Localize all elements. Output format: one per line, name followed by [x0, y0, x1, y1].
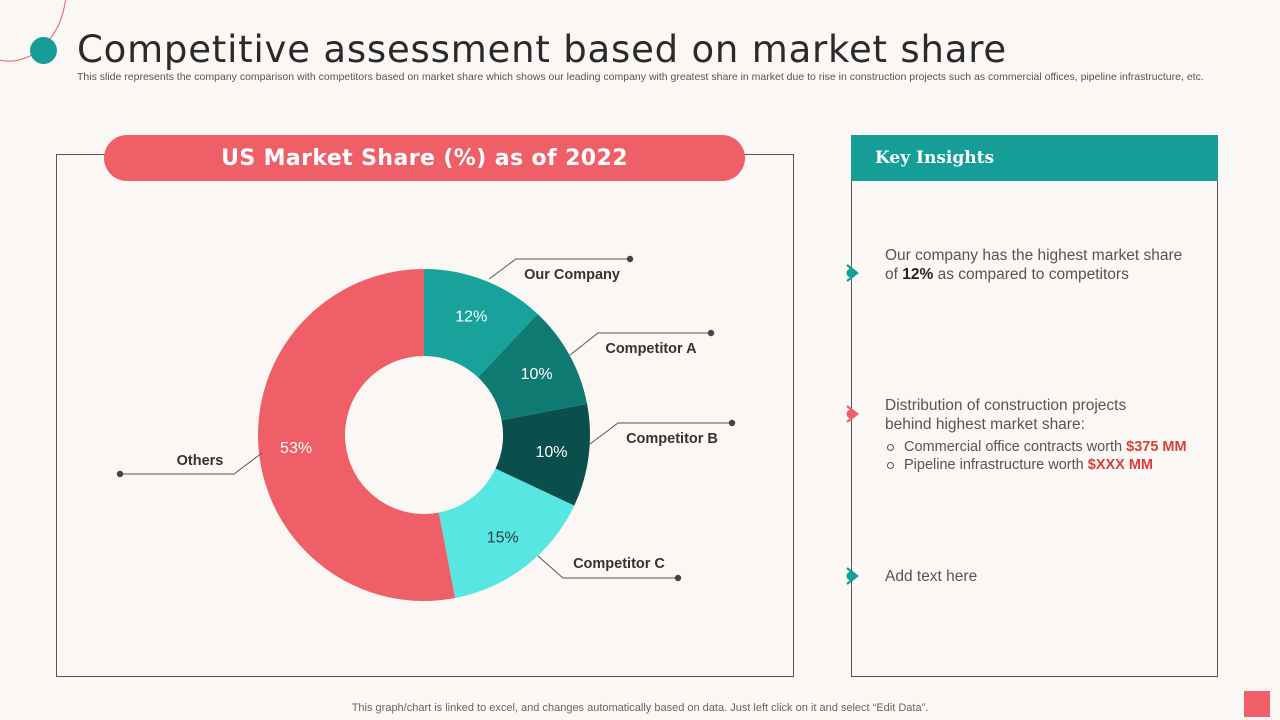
insight-marker-icon: [846, 567, 859, 585]
sub-item-value: $XXX MM: [1087, 457, 1154, 473]
donut-value-label: 53%: [280, 440, 312, 457]
leader-line: [589, 422, 732, 445]
leader-dot: [116, 470, 124, 478]
corner-accent: [1244, 691, 1270, 717]
key-insights-header: Key Insights: [851, 135, 1218, 181]
slide-title: Competitive assessment based on market s…: [77, 28, 1007, 71]
leader-dot: [674, 574, 682, 582]
leader-dot: [728, 419, 736, 427]
insight-item-1: Our company has the highest market share…: [885, 246, 1185, 284]
footer-note: This graph/chart is linked to excel, and…: [351, 702, 929, 714]
leader-line: [488, 258, 630, 280]
insight-2-text: Distribution of construction projects be…: [885, 397, 1127, 433]
leader-line: [120, 452, 263, 475]
list-item: Pipeline infrastructure worth $XXX MM: [885, 456, 1205, 474]
insight-1-text: Our company has the highest market share…: [885, 247, 1183, 283]
donut-slice-competitor-a: [478, 313, 588, 421]
category-label: Others: [177, 453, 224, 469]
donut-value-label: 10%: [521, 366, 553, 383]
slide-subtitle: This slide represents the company compar…: [77, 71, 1204, 83]
sub-item-text: Pipeline infrastructure worth: [904, 457, 1088, 473]
chart-title: US Market Share (%) as of 2022: [104, 135, 745, 181]
category-label: Competitor A: [605, 341, 697, 357]
insight-item-3: Add text here: [885, 568, 978, 585]
leader-dot: [626, 255, 634, 263]
insight-1-highlight: 12%: [902, 266, 934, 283]
insight-1-text-end: as compared to competitors: [933, 266, 1129, 283]
sub-item-value: $375 MM: [1126, 439, 1187, 455]
decorative-dot: [30, 37, 57, 64]
donut-slice-competitor-b: [495, 403, 590, 506]
donut-value-label: 10%: [535, 444, 567, 461]
donut-value-label: 15%: [487, 530, 519, 547]
donut-value-label: 12%: [455, 309, 487, 326]
sub-item-text: Commercial office contracts worth: [904, 439, 1127, 455]
insight-marker-icon: [846, 264, 859, 282]
category-label: Competitor B: [626, 431, 718, 447]
insight-2-sublist: Commercial office contracts worth $375 M…: [885, 438, 1205, 474]
donut-slice-others: [257, 269, 456, 601]
category-label: Competitor C: [573, 556, 665, 572]
leader-line: [569, 332, 711, 356]
leader-dot: [707, 329, 715, 337]
insight-marker-icon: [846, 405, 859, 423]
list-item: Commercial office contracts worth $375 M…: [885, 438, 1205, 456]
insight-item-2: Distribution of construction projects be…: [885, 396, 1205, 474]
category-label: Our Company: [524, 267, 620, 283]
leader-line: [537, 555, 678, 579]
donut-slice-our-company: [424, 269, 538, 378]
donut-slice-competitor-c: [438, 468, 575, 599]
